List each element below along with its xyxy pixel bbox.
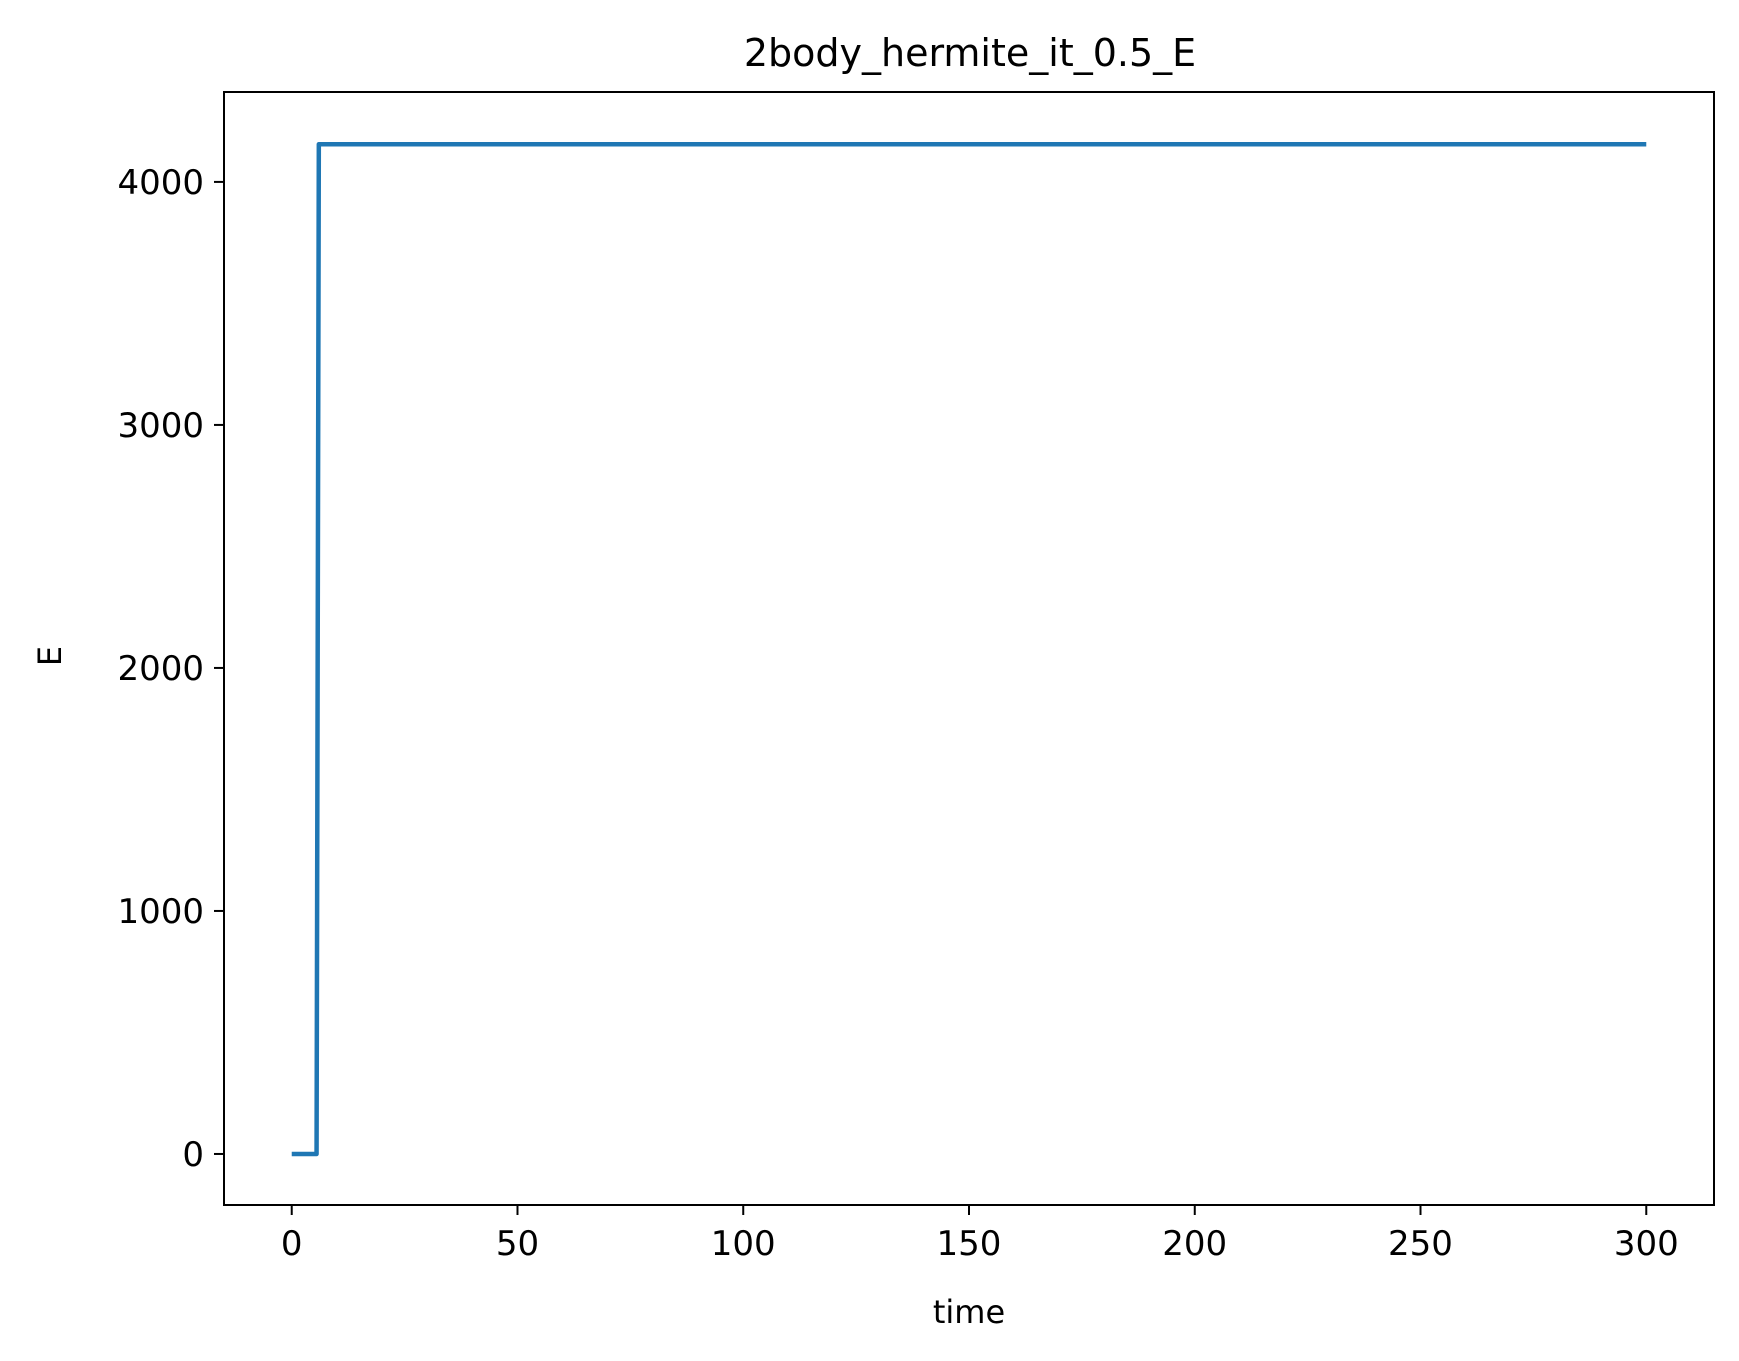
y-tick-label: 3000 <box>117 406 204 446</box>
x-axis-ticks: 0 50 100 150 200 250 300 <box>281 1205 1679 1264</box>
x-tick-label: 300 <box>1614 1224 1679 1264</box>
x-axis-label: time <box>933 1293 1005 1331</box>
y-axis-label: E <box>31 646 69 666</box>
series-lines <box>291 142 1647 1157</box>
x-tick-label: 0 <box>281 1224 303 1264</box>
chart-title: 2body_hermite_it_0.5_E <box>744 31 1196 75</box>
plot-area-frame <box>223 91 1715 1206</box>
x-tick-label: 50 <box>496 1224 539 1264</box>
y-axis-ticks: 0 1000 2000 3000 4000 <box>117 163 224 1175</box>
series-line <box>291 142 1647 1157</box>
y-tick-label: 0 <box>182 1135 204 1175</box>
x-tick-label: 100 <box>711 1224 776 1264</box>
x-tick-label: 250 <box>1388 1224 1453 1264</box>
x-tick-label: 150 <box>937 1224 1002 1264</box>
x-tick-label: 200 <box>1162 1224 1227 1264</box>
y-tick-label: 1000 <box>117 892 204 932</box>
y-tick-label: 2000 <box>117 649 204 689</box>
y-tick-label: 4000 <box>117 163 204 203</box>
